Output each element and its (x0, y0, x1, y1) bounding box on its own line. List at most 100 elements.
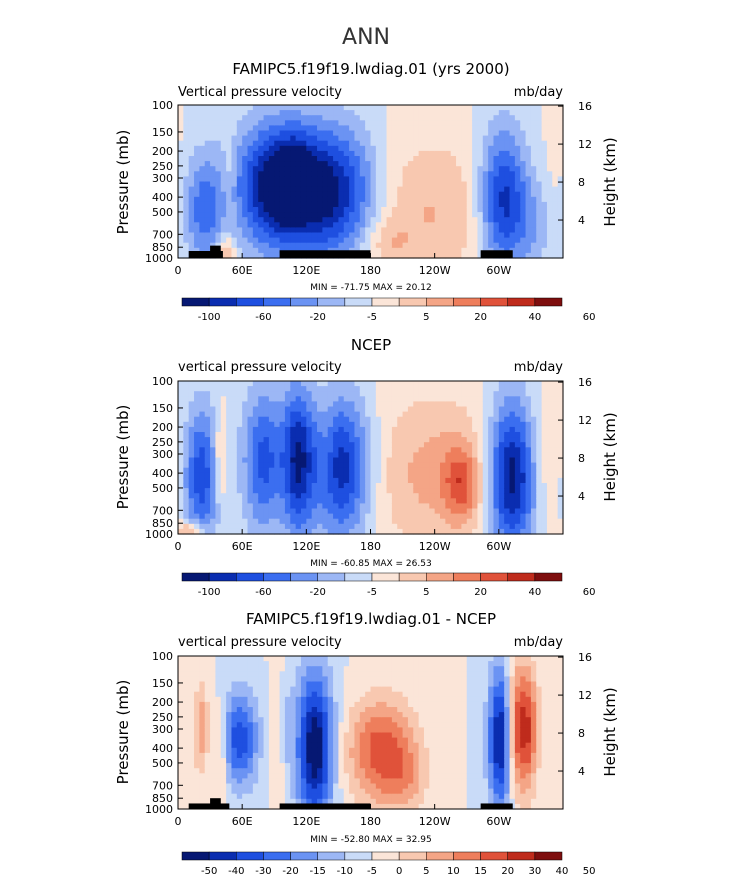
heatmap-cell (541, 140, 548, 147)
heatmap-cell (231, 452, 238, 459)
heatmap-cell (300, 186, 307, 193)
heatmap-cell (258, 493, 265, 499)
heatmap-cell (220, 488, 227, 494)
heatmap-cell (413, 391, 420, 397)
heatmap-cell (557, 401, 564, 408)
heatmap-cell (210, 176, 217, 183)
heatmap-cell (520, 201, 527, 208)
colorbar-swatch (317, 297, 346, 307)
heatmap-cell (423, 406, 430, 413)
heatmap-cell (252, 212, 259, 218)
heatmap-cell (242, 656, 249, 662)
heatmap-cell (236, 477, 243, 484)
heatmap-cell (504, 518, 511, 525)
heatmap-cell (407, 488, 414, 494)
heatmap-cell (231, 401, 238, 408)
heatmap-cell (472, 217, 479, 223)
heatmap-cell (423, 212, 430, 218)
heatmap-cell (493, 457, 500, 464)
heatmap-cell (530, 212, 537, 218)
heatmap-cell (418, 125, 425, 132)
heatmap-cell (525, 513, 532, 520)
heatmap-cell (258, 437, 265, 443)
heatmap-cell (220, 717, 227, 723)
heatmap-cell (413, 125, 420, 132)
heatmap-cell (536, 232, 543, 239)
heatmap-cell (178, 747, 184, 754)
heatmap-cell (343, 503, 350, 510)
heatmap-cell (204, 763, 211, 769)
heatmap-cell (365, 483, 372, 489)
heatmap-cell (242, 181, 249, 188)
heatmap-cell (375, 186, 382, 193)
heatmap-cell (402, 207, 409, 213)
heatmap-cell (434, 518, 441, 525)
heatmap-cell (546, 442, 553, 448)
heatmap-cell (295, 227, 302, 234)
heatmap-cell (183, 523, 190, 530)
heatmap-cell (349, 457, 356, 464)
heatmap-cell (300, 421, 307, 428)
heatmap-cell (247, 191, 254, 198)
heatmap-cell (236, 406, 243, 413)
heatmap-cell (391, 513, 398, 520)
heatmap-cell (359, 227, 366, 234)
heatmap-cell (284, 201, 291, 208)
heatmap-cell (557, 191, 564, 198)
heatmap-cell (536, 421, 543, 428)
heatmap-cell (440, 462, 446, 469)
heatmap-cell (349, 242, 356, 249)
heatmap-cell (284, 217, 291, 223)
heatmap-cell (402, 196, 409, 203)
heatmap-cell (488, 426, 495, 433)
heatmap-cell (482, 488, 489, 494)
heatmap-cell (375, 252, 382, 259)
heatmap-cell (429, 125, 436, 132)
panel-right-string: mb/day (514, 635, 564, 650)
heatmap-cell (418, 105, 425, 111)
heatmap-cell (472, 171, 479, 177)
heatmap-cell (434, 416, 441, 423)
heatmap-cell (333, 237, 340, 244)
heatmap-cell (552, 171, 559, 177)
heatmap-cell (236, 701, 243, 708)
heatmap-cell (231, 145, 238, 152)
heatmap-cell (450, 181, 457, 188)
heatmap-cell (306, 115, 313, 121)
heatmap-cell (445, 247, 452, 254)
heatmap-cell (557, 145, 564, 152)
heatmap-cell (258, 406, 265, 413)
heatmap-cell (183, 656, 190, 662)
heatmap-cell (279, 467, 286, 474)
heatmap-cell (247, 186, 254, 193)
heatmap-cell (220, 676, 227, 683)
heatmap-cell (210, 125, 217, 132)
heatmap-cell (252, 222, 259, 228)
heatmap-cell (418, 201, 425, 208)
heatmap-cell (386, 452, 393, 459)
heatmap-cell (252, 401, 259, 408)
heatmap-cell (450, 105, 457, 111)
heatmap-cell (199, 457, 206, 464)
heatmap-cell (418, 483, 425, 489)
heatmap-cell (178, 477, 184, 484)
heatmap-cell (375, 442, 382, 448)
heatmap-cell (300, 171, 307, 177)
heatmap-cell (370, 518, 377, 525)
heatmap-cell (194, 232, 200, 239)
heatmap-cell (231, 161, 238, 167)
heatmap-cell (317, 242, 323, 249)
heatmap-cell (215, 778, 222, 785)
heatmap-cell (338, 513, 345, 520)
heatmap-cell (456, 386, 463, 392)
heatmap-cell (300, 120, 307, 126)
heatmap-cell (306, 513, 313, 520)
heatmap-cell (226, 452, 233, 459)
heatmap-cell (268, 442, 275, 448)
heatmap-cell (514, 386, 521, 392)
heatmap-cell (274, 115, 281, 121)
heatmap-cell (311, 457, 318, 464)
heatmap-cell (365, 381, 372, 387)
heatmap-cell (290, 518, 297, 525)
heatmap-cell (268, 232, 275, 239)
